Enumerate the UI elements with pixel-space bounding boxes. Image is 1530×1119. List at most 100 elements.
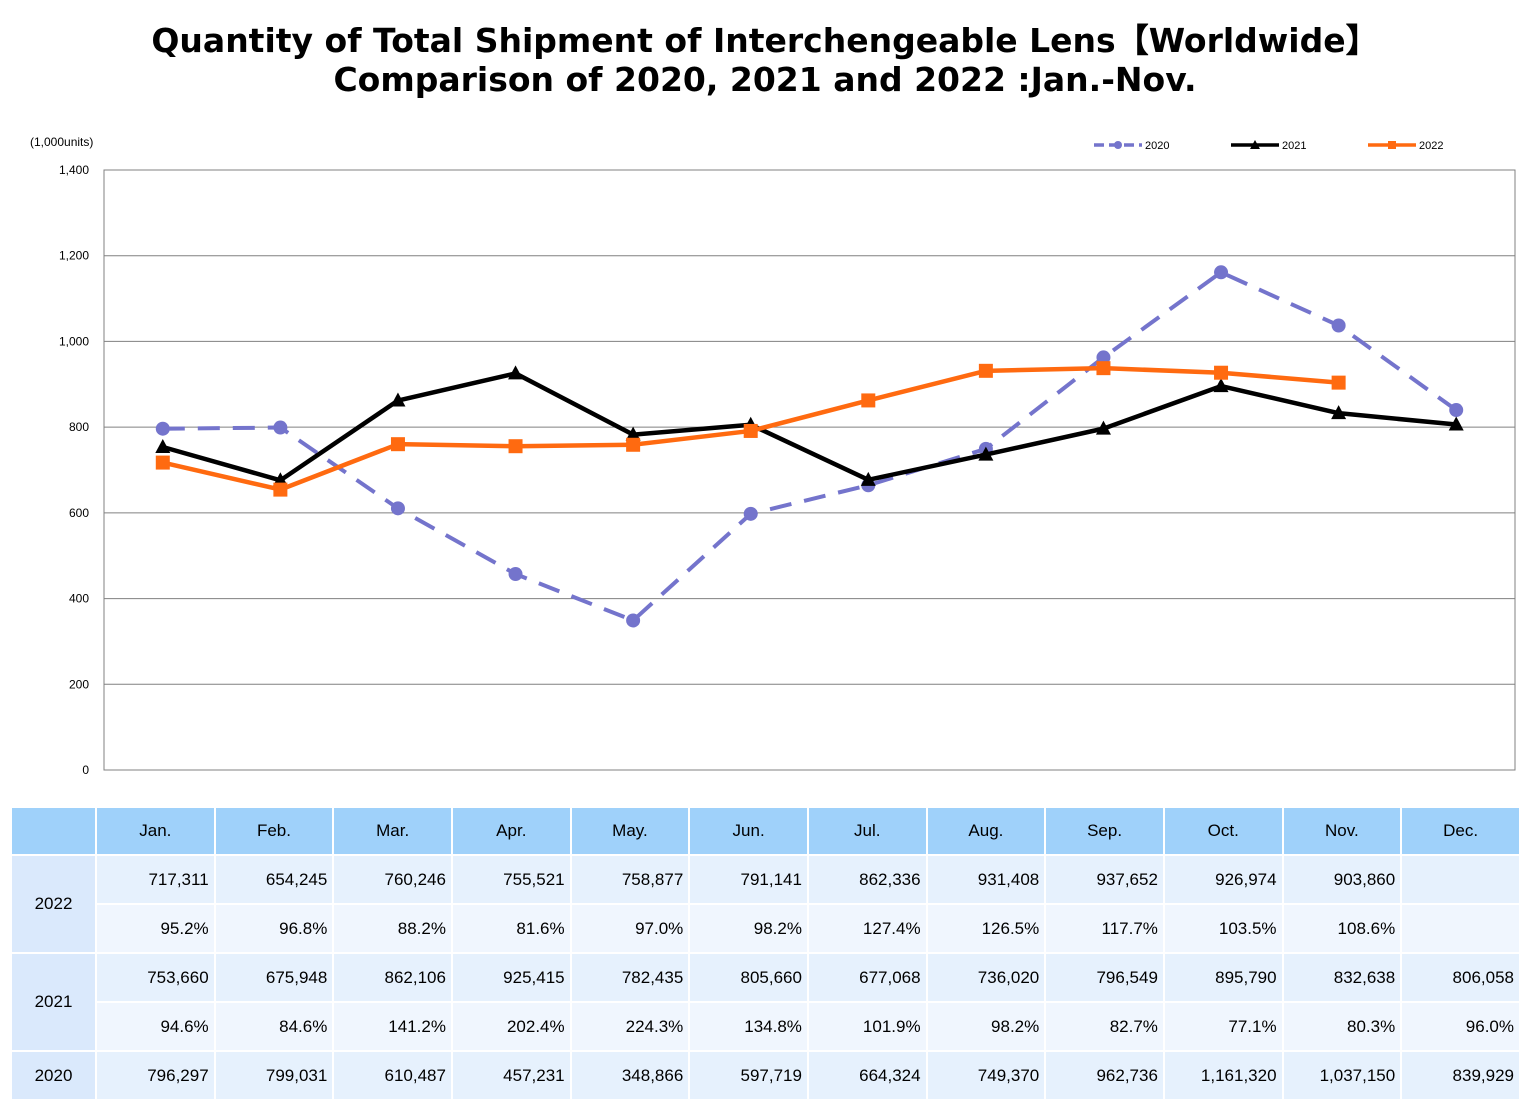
series-2020 (155, 265, 1464, 628)
month-header-cell: May. (569, 806, 691, 856)
data-point (1449, 403, 1464, 418)
data-point (1096, 350, 1111, 365)
table-cell: 758,877 (569, 854, 691, 905)
table-cell: 736,020 (925, 952, 1047, 1003)
series-line-2021 (162, 371, 1457, 483)
data-point (390, 437, 405, 452)
data-point (978, 363, 993, 378)
table-cell (1400, 903, 1521, 954)
table-cell: 141.2% (332, 1001, 453, 1052)
month-header-cell: Sep. (1044, 806, 1165, 856)
table-row: 95.2% 96.8% 88.2% 81.6% 97.0% 98.2% 127.4% 126.… (11, 903, 1521, 954)
table-cell: 202.4% (450, 1001, 572, 1052)
gridlines (104, 255, 1515, 685)
data-point (626, 437, 641, 452)
table-row: 2021 753,660 675,948 862,106 925,415 782,435 8… (10, 952, 1521, 1052)
table-cell: 675,948 (213, 952, 335, 1003)
data-point (743, 506, 758, 521)
y-tick-label: 400 (69, 592, 89, 606)
table-cell: 755,521 (450, 854, 572, 905)
table-cell: 654,245 (213, 854, 335, 905)
table-cell: 98.2% (688, 903, 809, 954)
table-cell: 862,336 (806, 854, 928, 905)
month-header-cell: Oct. (1162, 806, 1284, 856)
table-cell: 926,974 (1162, 854, 1284, 905)
table-cell: 97.0% (569, 903, 691, 954)
y-tick-label: 0 (82, 763, 89, 777)
series-2022 (155, 361, 1346, 497)
table-cell: 677,068 (806, 952, 928, 1003)
table-cell: 96.0% (1400, 1001, 1521, 1052)
legend-marker-2022 (1388, 141, 1396, 149)
legend-label-2021: 2021 (1282, 140, 1306, 152)
y-tick-label: 1,400 (59, 163, 89, 177)
table-cell: 753,660 (95, 952, 216, 1003)
month-header-cell: Jun. (688, 806, 809, 856)
legend-marker-2021 (1250, 140, 1260, 149)
header-corner-cell (10, 806, 97, 856)
month-header-cell: Apr. (450, 806, 572, 856)
month-header-cell: Jul. (806, 806, 928, 856)
table-row: 2022 717,311 654,245 760,246 755,521 758,877 7… (10, 854, 1521, 954)
table-cell: 134.8% (688, 1001, 809, 1052)
year-label-cell: 2021 (10, 952, 97, 1052)
legend-marker-2020 (1114, 141, 1122, 149)
data-point (1095, 420, 1111, 435)
table-cell: 717,311 (95, 854, 216, 905)
table-cell: 796,549 (1044, 952, 1165, 1003)
data-point (273, 420, 288, 435)
y-axis-ticks: 0 200 400 600 800 1,000 1,200 1,400 (59, 163, 89, 777)
table-cell: 1,037,150 (1281, 1050, 1403, 1101)
table-cell: 903,860 (1281, 854, 1403, 905)
data-point (860, 471, 876, 486)
table-cell (1400, 854, 1521, 905)
table-cell: 224.3% (569, 1001, 691, 1052)
data-point (743, 423, 758, 438)
data-point (508, 439, 523, 454)
month-header-cell: Nov. (1281, 806, 1403, 856)
table-row: 2020 796,297 799,031 610,487 457,231 348,866 5… (10, 1050, 1521, 1101)
table-cell: 117.7% (1044, 903, 1165, 954)
table-row: 94.6% 84.6% 141.2% 202.4% 224.3% 134.8% 101.9%… (11, 1001, 1521, 1052)
data-table: Jan. Feb. Mar. Apr. May. Jun. Jul. Aug. Sep. Oct.… (10, 806, 1521, 1101)
table-cell: 1,161,320 (1162, 1050, 1284, 1101)
legend-label-2020: 2020 (1145, 140, 1169, 152)
series-layer (155, 265, 1464, 628)
plot-area (103, 169, 1516, 771)
table-cell: 749,370 (925, 1050, 1047, 1101)
table-cell: 348,866 (569, 1050, 691, 1101)
y-tick-label: 1,000 (59, 334, 89, 348)
month-header-cell: Dec. (1400, 806, 1521, 856)
table-cell: 925,415 (450, 952, 572, 1003)
table-cell: 84.6% (213, 1001, 335, 1052)
table-cell: 80.3% (1281, 1001, 1403, 1052)
month-header-cell: Mar. (332, 806, 453, 856)
data-point (626, 613, 641, 628)
table-cell: 962,736 (1044, 1050, 1165, 1101)
table-cell: 103.5% (1162, 903, 1284, 954)
data-point (155, 421, 170, 436)
data-point (1096, 361, 1111, 376)
data-point (1448, 416, 1464, 431)
chart-title-line2: Comparison of 2020, 2021 and 2022 :Jan.-… (333, 60, 1197, 99)
y-tick-label: 800 (69, 420, 89, 434)
table-cell: 839,929 (1400, 1050, 1521, 1101)
table-cell: 664,324 (806, 1050, 928, 1101)
line-chart: (1,000units) 2020 2021 2022 0 200 400 600 800 1… (30, 135, 1516, 777)
month-header-cell: Feb. (213, 806, 335, 856)
table-cell: 88.2% (332, 903, 453, 954)
table-cell: 862,106 (332, 952, 453, 1003)
table-cell: 610,487 (332, 1050, 453, 1101)
data-point (390, 392, 406, 407)
data-point (155, 439, 171, 454)
legend-label-2022: 2022 (1419, 140, 1443, 152)
data-point (508, 567, 523, 582)
data-point (273, 482, 288, 497)
series-2021 (155, 365, 1464, 487)
table-cell: 96.8% (213, 903, 335, 954)
year-label-cell: 2022 (10, 854, 97, 954)
y-tick-label: 600 (69, 506, 89, 520)
chart-title-line1: Quantity of Total Shipment of Intercheng… (151, 21, 1379, 60)
year-label-cell: 2020 (10, 1050, 97, 1101)
data-point (861, 393, 876, 408)
